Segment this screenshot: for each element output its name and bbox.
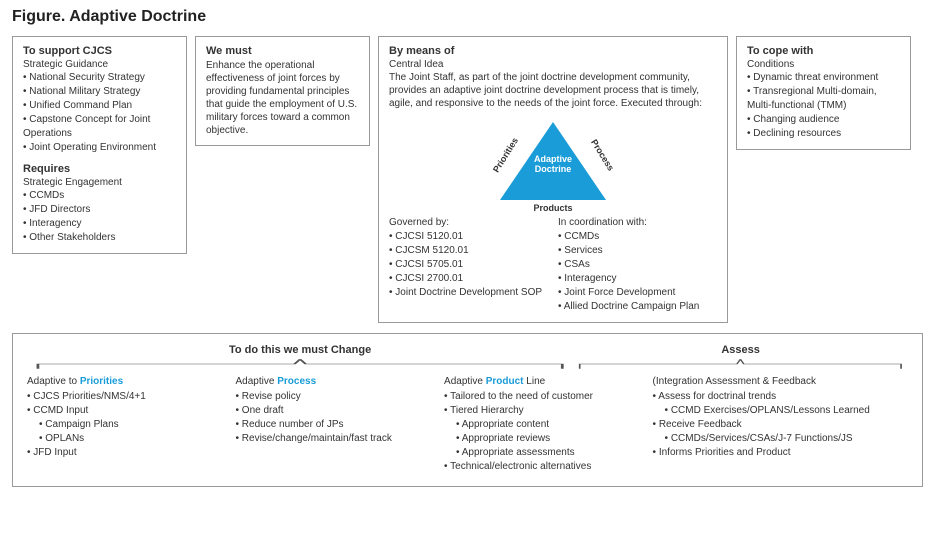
col3-hl: Product	[486, 376, 524, 387]
box1-req-list: CCMDs JFD Directors Interagency Other St…	[23, 189, 176, 245]
bracket-assess	[573, 358, 908, 370]
coordination-col: In coordination with: CCMDs Services CSA…	[558, 217, 717, 314]
list-item: CSAs	[558, 258, 717, 272]
box3-text: The Joint Staff, as part of the joint do…	[389, 71, 717, 110]
list-item: National Security Strategy	[23, 71, 176, 85]
list-item: Joint Operating Environment	[23, 141, 176, 155]
bracket-change	[27, 358, 573, 370]
list-item: Joint Force Development	[558, 286, 717, 300]
list-item: Declining resources	[747, 127, 900, 141]
list-item: Assess for doctrinal trends	[653, 390, 908, 404]
col1-pre: Adaptive to	[27, 376, 80, 387]
list-item: CJCSM 5120.01	[389, 244, 548, 258]
list-item: CCMD Input	[27, 404, 224, 418]
list-item: CCMDs/Services/CSAs/J-7 Functions/JS	[653, 432, 908, 446]
list-item: Dynamic threat environment	[747, 71, 900, 85]
box3-sub: Central Idea	[389, 59, 717, 70]
box2-heading: We must	[206, 45, 359, 57]
list-item: Interagency	[23, 217, 176, 231]
list-item: Reduce number of JPs	[236, 418, 433, 432]
list-item: Informs Priorities and Product	[653, 446, 908, 460]
list-item: CJCSI 5705.01	[389, 258, 548, 272]
col3-pre: Adaptive	[444, 376, 486, 387]
list-item: Revise policy	[236, 390, 433, 404]
bottom-section: To do this we must Change Assess Adaptiv…	[12, 333, 923, 487]
coord-head: In coordination with:	[558, 217, 717, 228]
box4-sub: Conditions	[747, 59, 900, 70]
list-item: Campaign Plans	[27, 418, 224, 432]
list-item: Services	[558, 244, 717, 258]
list-item: Tailored to the need of customer	[444, 390, 641, 404]
governed-by-col: Governed by: CJCSI 5120.01 CJCSM 5120.01…	[389, 217, 548, 314]
list-item: CJCS Priorities/NMS/4+1	[27, 390, 224, 404]
list-item: One draft	[236, 404, 433, 418]
box1-req-heading: Requires	[23, 163, 176, 175]
box1-sub: Strategic Guidance	[23, 59, 176, 70]
col-product: Adaptive Product Line Tailored to the ne…	[444, 376, 641, 474]
list-item: Allied Doctrine Campaign Plan	[558, 300, 717, 314]
list-item: OPLANs	[27, 432, 224, 446]
list-item: CCMDs	[23, 189, 176, 203]
list-item: CCMD Exercises/OPLANS/Lessons Learned	[653, 404, 908, 418]
col3-post: Line	[524, 376, 546, 387]
top-row: To support CJCS Strategic Guidance Natio…	[12, 36, 923, 323]
list-item: Capstone Concept for Joint Operations	[23, 113, 176, 141]
box1-list: National Security Strategy National Mili…	[23, 71, 176, 155]
list-item: Unified Command Plan	[23, 99, 176, 113]
list-item: Appropriate assessments	[444, 446, 641, 460]
box4-heading: To cope with	[747, 45, 900, 57]
triangle-container: Priorities Process Products AdaptiveDoct…	[389, 116, 717, 211]
list-item: Joint Doctrine Development SOP	[389, 286, 548, 300]
list-item: CJCSI 2700.01	[389, 272, 548, 286]
col-assess: (Integration Assessment & Feedback Asses…	[653, 376, 908, 474]
box3-heading: By means of	[389, 45, 717, 57]
box-by-means-of: By means of Central Idea The Joint Staff…	[378, 36, 728, 323]
figure-title: Figure. Adaptive Doctrine	[12, 8, 923, 26]
box-support-cjcs: To support CJCS Strategic Guidance Natio…	[12, 36, 187, 254]
col-process: Adaptive Process Revise policy One draft…	[236, 376, 433, 474]
list-item: Transregional Multi-domain, Multi-functi…	[747, 85, 900, 113]
list-item: CCMDs	[558, 230, 717, 244]
triangle-label-bottom: Products	[533, 203, 572, 213]
list-item: Tiered Hierarchy	[444, 404, 641, 418]
box1-req-sub: Strategic Engagement	[23, 177, 176, 188]
list-item: Other Stakeholders	[23, 231, 176, 245]
list-item: National Military Strategy	[23, 85, 176, 99]
triangle-center-label: AdaptiveDoctrine	[534, 156, 572, 176]
box-we-must: We must Enhance the operational effectiv…	[195, 36, 370, 146]
list-item: Technical/electronic alternatives	[444, 460, 641, 474]
box2-text: Enhance the operational effectiveness of…	[206, 59, 359, 137]
col1-hl: Priorities	[80, 376, 123, 387]
col2-hl: Process	[277, 376, 316, 387]
list-item: Appropriate content	[444, 418, 641, 432]
list-item: JFD Input	[27, 446, 224, 460]
change-heading: To do this we must Change	[27, 344, 573, 356]
gov-head: Governed by:	[389, 217, 548, 228]
col-priorities: Adaptive to Priorities CJCS Priorities/N…	[27, 376, 224, 474]
col2-pre: Adaptive	[236, 376, 278, 387]
list-item: Receive Feedback	[653, 418, 908, 432]
list-item: Appropriate reviews	[444, 432, 641, 446]
assess-heading: Assess	[573, 344, 908, 356]
list-item: Changing audience	[747, 113, 900, 127]
list-item: CJCSI 5120.01	[389, 230, 548, 244]
col4-title: (Integration Assessment & Feedback	[653, 376, 908, 387]
box-cope-with: To cope with Conditions Dynamic threat e…	[736, 36, 911, 150]
list-item: JFD Directors	[23, 203, 176, 217]
box1-heading: To support CJCS	[23, 45, 176, 57]
list-item: Interagency	[558, 272, 717, 286]
list-item: Revise/change/maintain/fast track	[236, 432, 433, 446]
